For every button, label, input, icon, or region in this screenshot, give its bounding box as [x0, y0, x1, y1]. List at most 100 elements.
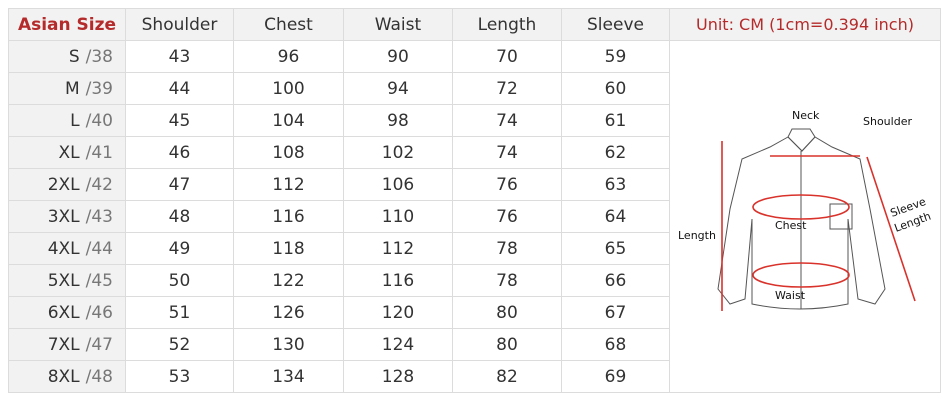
waist-cell: 124 — [343, 328, 453, 361]
size-cell: 4XL/44 — [8, 232, 126, 265]
chest-loop — [752, 194, 850, 220]
waist-cell: 98 — [343, 104, 453, 137]
table-row: 8XL/48 53 134 128 82 69 — [8, 360, 941, 393]
eu-size: /46 — [85, 302, 113, 323]
sleeve-cell: 60 — [561, 72, 670, 105]
size-cell: S/38 — [8, 40, 126, 73]
shoulder-cell: 50 — [125, 264, 234, 297]
eu-size: /42 — [85, 174, 113, 195]
eu-size: /44 — [85, 238, 113, 259]
table-row: L/40 45 104 98 74 61 — [8, 104, 941, 137]
diagram-cell: Neck Shoulder Chest Waist Length Sleeve … — [669, 40, 941, 393]
label-length: Length — [678, 229, 716, 242]
asian-size: L — [70, 110, 80, 131]
eu-size: /48 — [85, 366, 113, 387]
table-row: 3XL/43 48 116 110 76 64 — [8, 200, 941, 233]
size-cell: 7XL/47 — [8, 328, 126, 361]
waist-cell: 110 — [343, 200, 453, 233]
table-row: 2XL/42 47 112 106 76 63 — [8, 168, 941, 201]
shirt-outline — [717, 136, 886, 310]
header-waist: Waist — [343, 8, 453, 41]
shoulder-cell: 52 — [125, 328, 234, 361]
waist-cell: 106 — [343, 168, 453, 201]
waist-cell: 90 — [343, 40, 453, 73]
sleeve-cell: 61 — [561, 104, 670, 137]
table-row: M/39 44 100 94 72 60 — [8, 72, 941, 105]
chest-cell: 126 — [233, 296, 344, 329]
length-cell: 74 — [452, 136, 562, 169]
chest-cell: 96 — [233, 40, 344, 73]
size-cell: XL/41 — [8, 136, 126, 169]
table-row: XL/41 46 108 102 74 62 — [8, 136, 941, 169]
sleeve-cell: 62 — [561, 136, 670, 169]
size-chart-table: Asian Size Shoulder Chest Waist Length S… — [8, 8, 941, 393]
sleeve-cell: 68 — [561, 328, 670, 361]
asian-size: 7XL — [47, 334, 80, 355]
shoulder-cell: 53 — [125, 360, 234, 393]
table-row: 6XL/46 51 126 120 80 67 — [8, 296, 941, 329]
size-cell: 2XL/42 — [8, 168, 126, 201]
asian-size: M — [64, 78, 80, 99]
chest-cell: 104 — [233, 104, 344, 137]
chest-cell: 112 — [233, 168, 344, 201]
length-cell: 80 — [452, 328, 562, 361]
waist-cell: 94 — [343, 72, 453, 105]
length-cell: 74 — [452, 104, 562, 137]
asian-size: S — [68, 46, 80, 67]
size-cell: 6XL/46 — [8, 296, 126, 329]
sleeve-cell: 65 — [561, 232, 670, 265]
shoulder-cell: 51 — [125, 296, 234, 329]
length-cell: 70 — [452, 40, 562, 73]
asian-size: 8XL — [47, 366, 80, 387]
shoulder-cell: 49 — [125, 232, 234, 265]
size-cell: 8XL/48 — [8, 360, 126, 393]
size-cell: L/40 — [8, 104, 126, 137]
eu-size: /41 — [85, 142, 113, 163]
length-cell: 78 — [452, 264, 562, 297]
length-cell: 80 — [452, 296, 562, 329]
asian-size: 3XL — [47, 206, 80, 227]
asian-size: 4XL — [47, 238, 80, 259]
table-row: 5XL/45 50 122 116 78 66 — [8, 264, 941, 297]
size-cell: M/39 — [8, 72, 126, 105]
sleeve-cell: 59 — [561, 40, 670, 73]
asian-size: 2XL — [47, 174, 80, 195]
shoulder-cell: 43 — [125, 40, 234, 73]
chest-cell: 100 — [233, 72, 344, 105]
shoulder-cell: 47 — [125, 168, 234, 201]
header-shoulder: Shoulder — [125, 8, 234, 41]
length-cell: 76 — [452, 168, 562, 201]
shoulder-cell: 45 — [125, 104, 234, 137]
waist-cell: 120 — [343, 296, 453, 329]
sleeve-cell: 69 — [561, 360, 670, 393]
shoulder-cell: 48 — [125, 200, 234, 233]
header-asian-size: Asian Size — [8, 8, 126, 41]
table-row: S/38 43 96 90 70 59 Neck Shoulder Chest Waist… — [8, 40, 941, 393]
chest-cell: 134 — [233, 360, 344, 393]
length-cell: 82 — [452, 360, 562, 393]
eu-size: /45 — [85, 270, 113, 291]
waist-loop — [752, 262, 850, 288]
waist-cell: 102 — [343, 136, 453, 169]
table-row: 4XL/44 49 118 112 78 65 — [8, 232, 941, 265]
shoulder-cell: 44 — [125, 72, 234, 105]
chest-cell: 116 — [233, 200, 344, 233]
eu-size: /47 — [85, 334, 113, 355]
eu-size: /40 — [85, 110, 113, 131]
chest-cell: 122 — [233, 264, 344, 297]
shirt-measurement-diagram: Neck Shoulder Chest Waist Length Sleeve … — [678, 109, 933, 311]
eu-size: /43 — [85, 206, 113, 227]
header-row: Asian Size Shoulder Chest Waist Length S… — [8, 8, 941, 41]
waist-cell: 112 — [343, 232, 453, 265]
table-row: 7XL/47 52 130 124 80 68 — [8, 328, 941, 361]
sleeve-cell: 64 — [561, 200, 670, 233]
sleeve-arrow — [866, 156, 916, 302]
size-cell: 5XL/45 — [8, 264, 126, 297]
size-cell: 3XL/43 — [8, 200, 126, 233]
sleeve-cell: 66 — [561, 264, 670, 297]
eu-size: /38 — [85, 46, 113, 67]
header-length: Length — [452, 8, 562, 41]
length-cell: 78 — [452, 232, 562, 265]
sleeve-cell: 67 — [561, 296, 670, 329]
shoulder-cell: 46 — [125, 136, 234, 169]
